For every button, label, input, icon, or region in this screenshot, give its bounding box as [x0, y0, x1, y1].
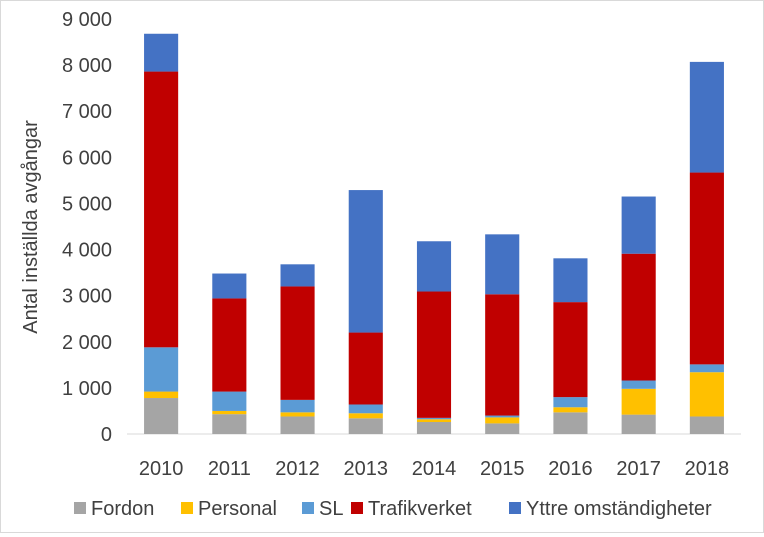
legend-label: SL [319, 498, 343, 520]
x-tick-label: 2015 [480, 458, 525, 480]
bar-segment-sl-2012 [280, 399, 315, 413]
y-tick-label: 6 000 [62, 147, 112, 169]
bar-segment-yttre-omständigheter-2017 [621, 196, 656, 254]
bar-segment-fordon-2015 [485, 423, 520, 434]
bar-segment-trafikverket-2011 [212, 298, 247, 392]
bar-segment-personal-2016 [553, 407, 588, 413]
bar-segment-trafikverket-2015 [485, 294, 520, 416]
bar-segment-fordon-2016 [553, 412, 588, 434]
x-tick-label: 2011 [208, 458, 251, 480]
y-tick-label: 7 000 [62, 101, 112, 123]
legend-swatch-yttre-omständigheter [509, 502, 521, 514]
legend-swatch-personal [181, 502, 193, 514]
bar-segment-yttre-omständigheter-2011 [212, 273, 247, 299]
bar-segment-yttre-omständigheter-2018 [689, 61, 724, 173]
bar-segment-yttre-omständigheter-2010 [144, 33, 179, 72]
bar-segment-sl-2011 [212, 391, 247, 411]
x-tick-label: 2013 [344, 458, 389, 480]
y-tick-label: 1 000 [62, 378, 112, 400]
y-tick-label: 2 000 [62, 332, 112, 354]
bar-segment-sl-2013 [348, 404, 383, 414]
bar-segment-trafikverket-2010 [144, 71, 179, 348]
y-tick-label: 8 000 [62, 55, 112, 77]
legend-label: Yttre omständigheter [526, 498, 712, 520]
y-tick-label: 5 000 [62, 193, 112, 215]
legend-swatch-fordon [74, 502, 86, 514]
bar-segment-personal-2015 [485, 417, 520, 424]
bar-segment-fordon-2014 [416, 422, 452, 434]
bar-segment-personal-2014 [416, 419, 452, 423]
bar-segment-fordon-2018 [689, 416, 724, 434]
x-tick-label: 2010 [139, 458, 184, 480]
legend-label: Personal [198, 498, 277, 520]
legend-label: Fordon [91, 498, 154, 520]
bar-segment-trafikverket-2017 [621, 253, 656, 381]
bar-segment-personal-2012 [280, 412, 315, 417]
bar-segment-sl-2015 [485, 415, 520, 418]
x-tick-label: 2017 [616, 458, 661, 480]
bar-segment-fordon-2010 [144, 398, 179, 434]
legend-swatch-trafikverket [351, 502, 363, 514]
legend: Fordon Personal SL Trafikverket Yttre omstän… [74, 498, 712, 520]
y-tick-label: 3 000 [62, 286, 112, 308]
x-tick-label: 2018 [685, 458, 730, 480]
bar-segment-sl-2016 [553, 397, 588, 408]
bar-segment-trafikverket-2014 [416, 291, 452, 418]
y-axis-title: Antal inställda avgångar [20, 120, 42, 334]
bar-segment-personal-2010 [144, 391, 179, 399]
legend-label: Trafikverket [368, 498, 472, 520]
bar-segment-personal-2018 [689, 372, 724, 417]
legend-swatch-sl [302, 502, 314, 514]
bar-segment-yttre-omständigheter-2015 [485, 234, 520, 295]
x-tick-label: 2012 [275, 458, 320, 480]
bar-segment-trafikverket-2018 [689, 172, 724, 365]
bar-segment-trafikverket-2016 [553, 302, 588, 398]
bar-segment-sl-2014 [416, 417, 452, 420]
bar-segment-yttre-omständigheter-2012 [280, 264, 315, 287]
x-tick-label: 2016 [548, 458, 593, 480]
bar-segment-fordon-2013 [348, 418, 383, 434]
bar-segment-sl-2017 [621, 380, 656, 389]
bar-segment-fordon-2011 [212, 414, 247, 434]
x-tick-label: 2014 [412, 458, 457, 480]
bar-segment-personal-2011 [212, 410, 247, 415]
bar-segment-personal-2013 [348, 413, 383, 419]
bar-segment-fordon-2017 [621, 414, 656, 434]
bar-segment-yttre-omständigheter-2013 [348, 190, 383, 333]
bar-segment-trafikverket-2012 [280, 286, 315, 400]
y-tick-label: 0 [101, 424, 112, 446]
bar-segment-sl-2010 [144, 347, 179, 392]
bar-segment-fordon-2012 [280, 416, 315, 434]
bar-segment-yttre-omständigheter-2016 [553, 258, 588, 303]
y-tick-label: 4 000 [62, 240, 112, 262]
bar-segment-trafikverket-2013 [348, 332, 383, 405]
y-tick-label: 9 000 [62, 9, 112, 31]
bar-segment-sl-2018 [689, 364, 724, 373]
bar-segment-yttre-omständigheter-2014 [416, 241, 452, 292]
bar-segment-personal-2017 [621, 388, 656, 415]
